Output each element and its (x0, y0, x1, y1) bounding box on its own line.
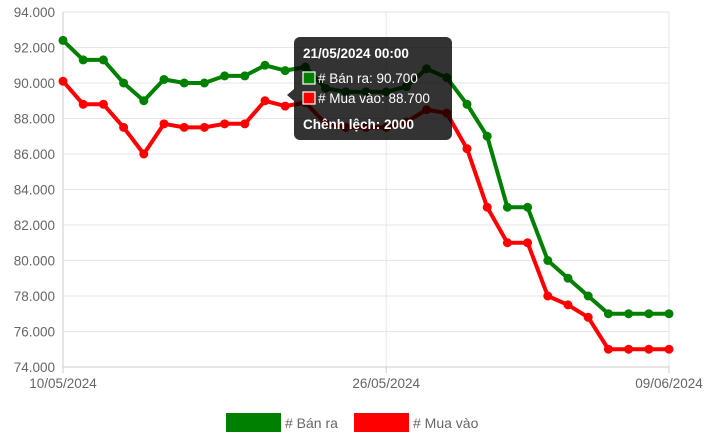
tooltip-difference: Chênh lệch: 2000 (303, 117, 414, 132)
data-point-ban-ra[interactable] (583, 291, 593, 301)
x-tick-label: 26/05/2024 (352, 376, 420, 391)
data-point-mua-vao[interactable] (664, 344, 674, 354)
y-tick-label: 74.000 (14, 360, 55, 375)
data-point-ban-ra[interactable] (240, 71, 250, 81)
data-point-ban-ra[interactable] (502, 202, 512, 212)
data-point-mua-vao[interactable] (78, 99, 88, 109)
data-point-mua-vao[interactable] (624, 344, 634, 354)
data-point-ban-ra[interactable] (119, 78, 129, 88)
y-tick-label: 76.000 (14, 325, 55, 340)
data-point-ban-ra[interactable] (98, 55, 108, 65)
legend[interactable]: # Bán ra # Mua vào (226, 413, 479, 432)
data-point-mua-vao[interactable] (199, 122, 209, 132)
data-point-ban-ra[interactable] (482, 131, 492, 141)
legend-swatch (354, 413, 409, 432)
tooltip: 21/05/2024 00:00 # Bán ra: 90.700 # Mua và… (287, 37, 452, 140)
data-point-mua-vao[interactable] (482, 202, 492, 212)
y-tick-label: 82.000 (14, 218, 55, 233)
tooltip-swatch-mua-vao (302, 91, 316, 105)
data-point-ban-ra[interactable] (58, 35, 68, 45)
data-point-ban-ra[interactable] (603, 309, 613, 319)
data-point-ban-ra[interactable] (220, 71, 230, 81)
data-point-ban-ra[interactable] (462, 99, 472, 109)
data-point-ban-ra[interactable] (78, 55, 88, 65)
data-point-mua-vao[interactable] (644, 344, 654, 354)
y-tick-label: 84.000 (14, 183, 55, 198)
data-point-mua-vao[interactable] (179, 122, 189, 132)
data-point-mua-vao[interactable] (523, 238, 533, 248)
data-point-mua-vao[interactable] (280, 101, 290, 111)
x-tick-label: 10/05/2024 (29, 376, 97, 391)
data-point-ban-ra[interactable] (179, 78, 189, 88)
data-point-mua-vao[interactable] (260, 96, 270, 106)
data-point-ban-ra[interactable] (523, 202, 533, 212)
data-point-ban-ra[interactable] (159, 74, 169, 84)
tooltip-box (294, 37, 452, 140)
legend-item-mua-vao[interactable]: # Mua vào (354, 413, 479, 432)
y-tick-label: 78.000 (14, 289, 55, 304)
legend-label: # Mua vào (413, 415, 479, 431)
data-point-mua-vao[interactable] (240, 119, 250, 129)
data-point-ban-ra[interactable] (199, 78, 209, 88)
data-point-ban-ra[interactable] (644, 309, 654, 319)
data-point-ban-ra[interactable] (280, 66, 290, 76)
data-point-mua-vao[interactable] (119, 122, 129, 132)
data-point-ban-ra[interactable] (260, 60, 270, 70)
data-point-ban-ra[interactable] (543, 256, 553, 265)
tooltip-caret (287, 89, 294, 101)
y-tick-label: 80.000 (14, 254, 55, 269)
data-point-mua-vao[interactable] (583, 312, 593, 322)
data-point-mua-vao[interactable] (502, 238, 512, 248)
data-point-mua-vao[interactable] (98, 99, 108, 109)
data-point-mua-vao[interactable] (220, 119, 230, 129)
data-point-mua-vao[interactable] (58, 76, 68, 86)
y-tick-label: 92.000 (14, 41, 55, 56)
data-point-mua-vao[interactable] (603, 344, 613, 354)
tooltip-swatch-ban-ra (302, 71, 316, 85)
legend-item-ban-ra[interactable]: # Bán ra (226, 413, 338, 432)
legend-swatch (226, 413, 281, 432)
data-point-ban-ra[interactable] (139, 96, 149, 106)
tooltip-title: 21/05/2024 00:00 (303, 46, 409, 61)
data-point-ban-ra[interactable] (563, 273, 573, 283)
tooltip-line-ban-ra: # Bán ra: 90.700 (318, 71, 418, 86)
data-point-mua-vao[interactable] (543, 291, 553, 301)
y-tick-label: 90.000 (14, 76, 55, 91)
data-point-ban-ra[interactable] (664, 309, 674, 319)
axis-layer: 74.000 76.000 78.000 80.000 82.000 84.000 86.0… (14, 5, 704, 391)
y-tick-label: 86.000 (14, 147, 55, 162)
legend-label: # Bán ra (285, 415, 338, 431)
tooltip-line-mua-vao: # Mua vào: 88.700 (318, 91, 430, 106)
x-tick-label: 09/06/2024 (635, 376, 703, 391)
data-point-ban-ra[interactable] (624, 309, 634, 319)
data-point-mua-vao[interactable] (563, 300, 573, 310)
data-point-mua-vao[interactable] (462, 144, 472, 154)
data-point-mua-vao[interactable] (159, 119, 169, 129)
y-tick-label: 94.000 (14, 5, 55, 20)
data-point-mua-vao[interactable] (139, 149, 149, 159)
y-tick-label: 88.000 (14, 112, 55, 127)
